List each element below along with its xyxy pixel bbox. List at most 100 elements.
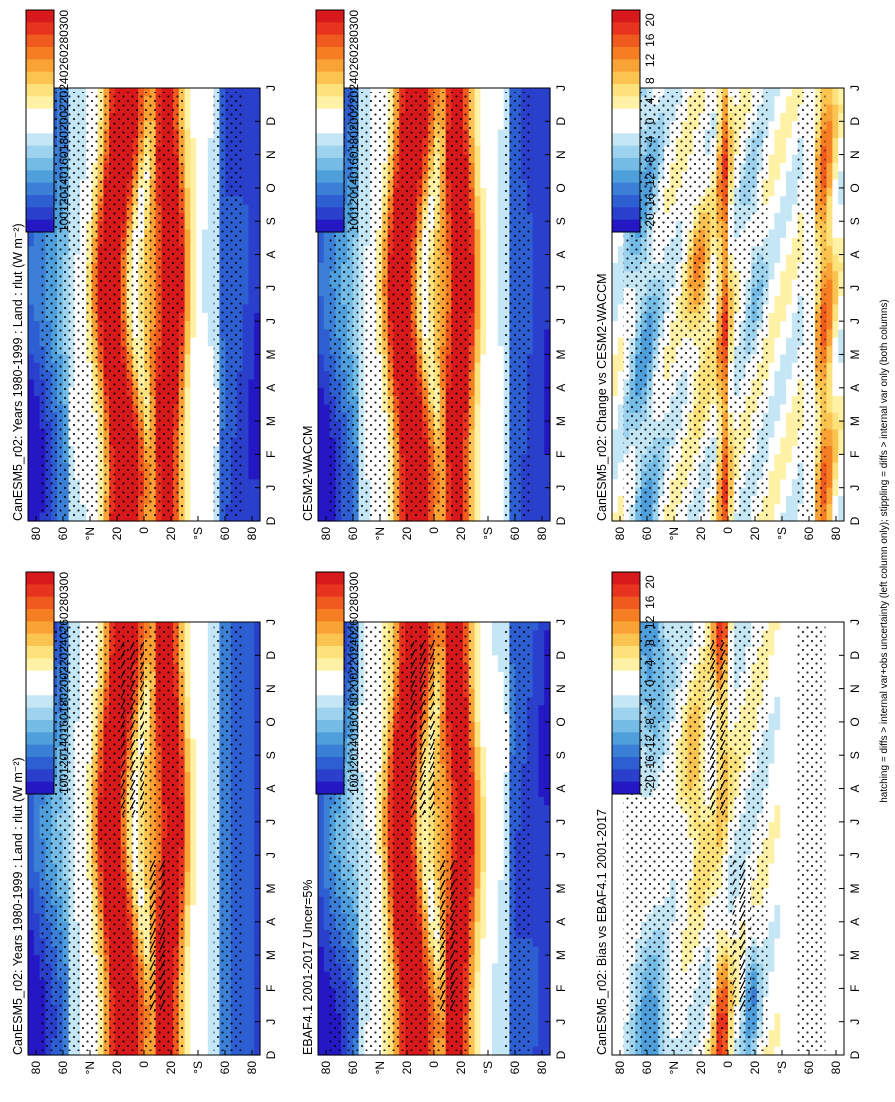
heatmap-cell (207, 1021, 215, 1031)
heatmap-cell (184, 371, 191, 381)
heatmap-cell (207, 512, 215, 522)
heatmap-cell (202, 171, 209, 181)
heatmap-cell (202, 622, 209, 631)
heatmap-cell (97, 512, 104, 522)
heatmap-cell (254, 1013, 261, 1023)
heatmap-cell (323, 996, 331, 1006)
month-tick-label: D (264, 516, 278, 525)
heatmap-cell (190, 946, 197, 956)
colorbar-swatch (26, 757, 54, 770)
heatmap-cell (242, 437, 249, 447)
heatmap-cell (196, 354, 203, 364)
heatmap-cell (231, 1046, 238, 1056)
heatmap-cell (28, 379, 35, 389)
heatmap-cell (219, 1046, 226, 1056)
heatmap-cell (184, 888, 191, 898)
heatmap-cell (190, 896, 197, 906)
heatmap-cell (202, 980, 209, 989)
heatmap-cell (190, 1013, 197, 1023)
heatmap-cell (202, 946, 209, 956)
heatmap-cell (242, 763, 249, 773)
heatmap-cell (248, 863, 255, 873)
heatmap-cell (184, 963, 191, 973)
heatmap-cell (202, 871, 209, 881)
month-tick-label: A (264, 251, 278, 259)
heatmap-cell (190, 279, 197, 289)
heatmap-cell (254, 429, 261, 439)
heatmap-cell (207, 663, 215, 673)
heatmap-cell (33, 880, 41, 890)
heatmap-cell (28, 796, 35, 806)
heatmap-cell (254, 921, 261, 931)
heatmap-cell (242, 1021, 249, 1031)
heatmap-cell (33, 1038, 41, 1048)
heatmap-cell (33, 871, 41, 881)
month-tick-label: D (264, 1050, 278, 1059)
heatmap-cell (202, 1005, 209, 1014)
heatmap-cell (248, 655, 255, 665)
heatmap-cell (184, 855, 191, 865)
heatmap-cell (68, 512, 75, 522)
heatmap-cell (196, 479, 203, 489)
heatmap-cell (242, 1030, 249, 1039)
heatmap-cell (202, 663, 209, 673)
heatmap-cell (207, 496, 215, 505)
colorbar-swatch (26, 219, 54, 233)
month-tick-label: N (264, 684, 278, 693)
heatmap-cell (33, 1030, 41, 1039)
heatmap-cell (242, 663, 249, 673)
heatmap-cell (196, 329, 203, 339)
heatmap-cell (242, 622, 249, 631)
heatmap-cell (318, 938, 325, 948)
heatmap-cell (248, 446, 255, 455)
heatmap-cell (254, 96, 261, 106)
heatmap-cell (196, 688, 203, 698)
heatmap-cell (91, 512, 99, 522)
heatmap-cell (254, 462, 261, 472)
heatmap-cell (184, 479, 191, 489)
heatmap-cell (242, 638, 249, 648)
heatmap-cell (28, 896, 35, 906)
heatmap-cell (207, 354, 215, 364)
heatmap-cell (184, 863, 191, 873)
heatmap-cell (318, 846, 325, 856)
heatmap-cell (196, 896, 203, 906)
heatmap-cell (242, 846, 249, 856)
heatmap-cell (254, 788, 261, 798)
heatmap-cell (28, 963, 35, 973)
heatmap-cell (196, 930, 203, 940)
heatmap-cell (190, 179, 197, 189)
heatmap-cell (196, 462, 203, 472)
heatmap-cell (190, 312, 197, 322)
heatmap-cell (207, 487, 215, 497)
heatmap-cell (173, 1046, 180, 1056)
heatmap-cell (323, 1046, 331, 1056)
heatmap-cell (242, 304, 249, 314)
heatmap-cell (144, 1046, 151, 1056)
heatmap-cell (248, 721, 255, 731)
heatmap-cell (184, 396, 191, 406)
heatmap-cell (248, 1038, 255, 1048)
heatmap-cell (184, 346, 191, 356)
heatmap-cell (190, 796, 197, 806)
colorbar-swatch (26, 145, 54, 159)
heatmap-cell (318, 805, 325, 815)
heatmap-cell (323, 1013, 331, 1023)
lat-tick-label: 20 (110, 527, 124, 541)
heatmap-cell (242, 821, 249, 831)
heatmap-cell (207, 262, 215, 272)
heatmap-cell (190, 1038, 197, 1048)
heatmap-cell (254, 137, 261, 147)
colorbar-swatch (26, 609, 54, 622)
heatmap-cell (28, 237, 35, 247)
heatmap-cell (202, 746, 209, 756)
heatmap-cell (248, 312, 255, 322)
heatmap-cell (254, 446, 261, 455)
heatmap-cell (202, 496, 209, 505)
heatmap-cell (184, 921, 191, 931)
heatmap-cell (254, 112, 261, 122)
month-tick-label: J (264, 485, 278, 491)
heatmap-cell (318, 1021, 325, 1031)
heatmap-cell (248, 479, 255, 489)
heatmap-cell (196, 246, 203, 256)
